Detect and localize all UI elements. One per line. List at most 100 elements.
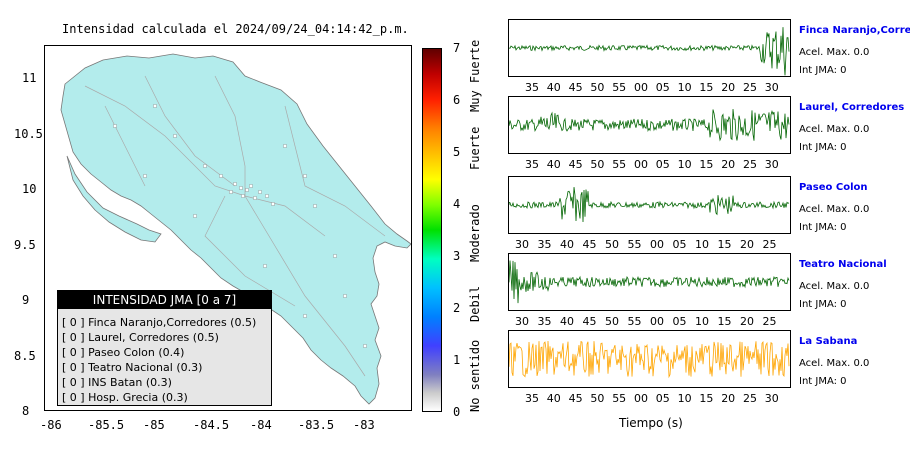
trace-tick: 50: [605, 238, 619, 251]
colorbar: [422, 48, 442, 412]
trace-tick: 35: [525, 392, 539, 405]
trace-tick: 45: [582, 315, 597, 328]
colorbar-tick: 4: [453, 197, 461, 211]
trace-tick: 05: [655, 158, 670, 171]
station-dot: [229, 190, 233, 194]
intensity-legend: INTENSIDAD JMA [0 a 7] [ 0 ] Finca Naran…: [57, 290, 272, 406]
colorbar-tick: 5: [453, 145, 461, 159]
station-dot: [303, 174, 307, 178]
trace-tick: 10: [695, 315, 709, 328]
map-y-tick: 8: [22, 404, 30, 418]
station-dot: [173, 134, 177, 138]
trace-tick: 25: [743, 158, 757, 171]
legend-entry: [ 0 ] Laurel, Corredores (0.5): [62, 331, 219, 344]
station-dots: [113, 104, 367, 348]
map-title: Intensidad calculada el 2024/09/24_04:14…: [62, 22, 409, 36]
station-dot: [263, 264, 267, 268]
trace-tick: 20: [721, 158, 736, 171]
station-dot: [271, 202, 275, 206]
trace-tick: 55: [612, 81, 627, 94]
station-dot: [153, 104, 157, 108]
trace-tick: 15: [699, 81, 714, 94]
trace-tick: 30: [764, 158, 779, 171]
trace-tick: 05: [655, 81, 670, 94]
station-dot: [313, 204, 317, 208]
trace-tick: 10: [695, 238, 709, 251]
station-dot: [233, 182, 237, 186]
legend-entry: [ 0 ] Finca Naranjo,Corredores (0.5): [62, 316, 257, 329]
trace-tick: 00: [634, 158, 648, 171]
station-dot: [253, 196, 257, 200]
colorbar-tick: 7: [453, 41, 461, 55]
colorbar-category: No sentido: [468, 339, 482, 412]
trace-tick: 55: [612, 158, 627, 171]
map-x-tick: -85: [143, 418, 165, 432]
legend-entry: [ 0 ] Paseo Colon (0.4): [62, 346, 185, 359]
trace-tick: 10: [677, 392, 692, 405]
trace-tick: 00: [650, 238, 664, 251]
station-dot: [193, 214, 197, 218]
trace-int-jma: Int JMA: 0: [799, 299, 847, 310]
station-dot: [239, 186, 243, 190]
trace-acel-max: Acel. Max. 0.0: [799, 204, 870, 215]
map-y-tick: 10.5: [14, 127, 43, 141]
trace-tick: 25: [743, 392, 757, 405]
map-y-tick: 9.5: [14, 238, 36, 252]
trace-tick: 35: [537, 315, 552, 328]
station-dot: [283, 144, 287, 148]
trace-panel: [508, 253, 791, 311]
trace-tick: 00: [650, 315, 664, 328]
trace-tick: 20: [740, 238, 754, 251]
trace-tick: 20: [740, 315, 754, 328]
trace-tick: 35: [525, 81, 539, 94]
trace-tick: 50: [590, 158, 605, 171]
colorbar-tick: 2: [453, 301, 461, 315]
trace-tick: 30: [515, 238, 529, 251]
map-x-tick: -85.5: [88, 418, 125, 432]
trace-tick: 20: [721, 81, 736, 94]
trace-tick: 15: [699, 158, 714, 171]
station-dot: [249, 184, 253, 188]
trace-tick: 30: [764, 81, 779, 94]
map-y-tick: 11: [22, 71, 37, 85]
waveform-line: [508, 27, 790, 76]
trace-station-name: Laurel, Corredores: [799, 102, 905, 113]
trace-waveform: [508, 340, 790, 379]
trace-tick: 10: [677, 158, 692, 171]
station-dot: [265, 194, 269, 198]
trace-tick: 55: [627, 238, 642, 251]
station-dot: [203, 164, 207, 168]
trace-tick: 45: [568, 158, 583, 171]
colorbar-tick: 3: [453, 249, 461, 263]
trace-panel: [508, 19, 791, 77]
time-axis-label: Tiempo (s): [619, 416, 683, 430]
station-dot: [143, 174, 147, 178]
station-dot: [333, 254, 337, 258]
station-dot: [113, 124, 117, 128]
trace-tick: 20: [721, 392, 736, 405]
trace-tick: 00: [634, 392, 648, 405]
trace-tick: 50: [590, 81, 605, 94]
trace-tick: 40: [560, 315, 574, 328]
trace-station-name: Finca Naranjo,Corredor: [799, 25, 910, 36]
trace-waveform: [508, 27, 790, 76]
legend-title: INTENSIDAD JMA [0 a 7]: [58, 291, 271, 309]
trace-tick: 45: [568, 81, 583, 94]
trace-acel-max: Acel. Max. 0.0: [799, 124, 870, 135]
trace-waveform: [508, 187, 790, 223]
trace-tick: 05: [672, 238, 687, 251]
land-shape: [60, 53, 411, 405]
trace-int-jma: Int JMA: 0: [799, 142, 847, 153]
map-x-tick: -86: [40, 418, 62, 432]
trace-tick: 40: [546, 158, 561, 171]
trace-tick: 30: [764, 392, 779, 405]
trace-tick: 05: [655, 392, 670, 405]
waveform-line: [508, 260, 790, 304]
legend-entry: [ 0 ] Hosp. Grecia (0.3): [62, 391, 188, 404]
trace-tick: 40: [546, 81, 561, 94]
trace-int-jma: Int JMA: 0: [799, 376, 847, 387]
trace-waveform: [508, 109, 790, 142]
trace-tick: 45: [582, 238, 597, 251]
trace-acel-max: Acel. Max. 0.0: [799, 358, 870, 369]
legend-entry: [ 0 ] Teatro Nacional (0.3): [62, 361, 203, 374]
